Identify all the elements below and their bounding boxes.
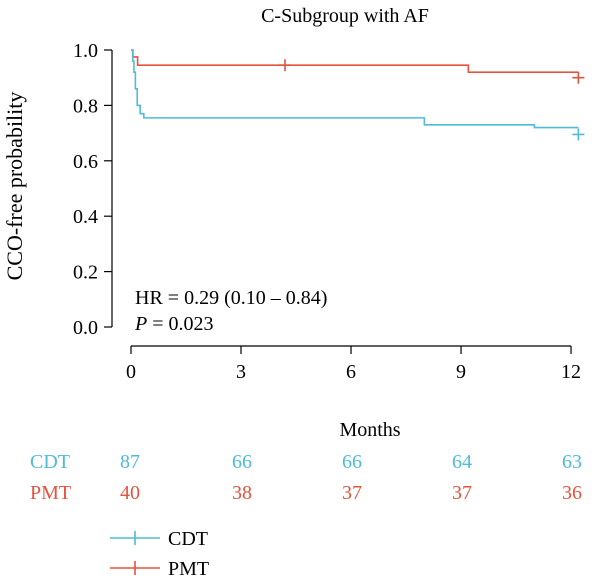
x-tick-label: 0 — [126, 361, 136, 383]
cdt-censor-mark — [572, 128, 585, 141]
cdt-risk-count: 66 — [232, 451, 252, 473]
p-value-annotation: P = 0.023 — [134, 313, 214, 335]
cdt-risk-count: 64 — [452, 451, 472, 473]
chart-title: C-Subgroup with AF — [261, 5, 429, 27]
p-label: P — [134, 313, 147, 335]
x-tick-label: 12 — [561, 361, 581, 383]
pmt-risk-count: 37 — [452, 482, 472, 504]
y-tick-label: 1.0 — [73, 40, 98, 62]
y-axis: 0.0 0.2 0.4 0.6 0.8 1.0 — [73, 40, 113, 339]
x-tick-label: 6 — [346, 361, 356, 383]
cdt-risk-count: 63 — [562, 451, 582, 473]
pmt-censor-mark — [279, 59, 292, 72]
p-value: = 0.023 — [147, 313, 213, 335]
pmt-legend-label: PMT — [168, 558, 209, 580]
x-tick-label: 9 — [456, 361, 466, 383]
risk-table: CDT 87 66 66 64 63 PMT 40 38 37 37 36 — [30, 451, 582, 504]
hazard-ratio-annotation: HR = 0.29 (0.10 – 0.84) — [135, 287, 327, 309]
pmt-risk-count: 36 — [562, 482, 582, 504]
x-axis: 0 3 6 9 12 — [126, 345, 581, 383]
x-tick-label: 3 — [236, 361, 246, 383]
cdt-legend-label: CDT — [168, 528, 208, 550]
survival-curves — [131, 49, 585, 141]
pmt-survival-curve — [131, 49, 579, 73]
pmt-risk-label: PMT — [30, 482, 71, 504]
pmt-risk-count: 37 — [342, 482, 362, 504]
pmt-risk-count: 38 — [232, 482, 252, 504]
cdt-risk-label: CDT — [30, 451, 70, 473]
y-tick-label: 0.8 — [73, 95, 98, 117]
cdt-risk-count: 66 — [342, 451, 362, 473]
y-tick-label: 0.6 — [73, 151, 98, 173]
cdt-risk-count: 87 — [120, 451, 140, 473]
pmt-censor-mark — [572, 71, 585, 84]
y-tick-label: 0.2 — [73, 262, 98, 284]
x-axis-label: Months — [339, 419, 400, 441]
legend: CDT PMT — [110, 528, 209, 580]
pmt-risk-count: 40 — [120, 482, 140, 504]
y-tick-label: 0.4 — [73, 206, 98, 228]
y-axis-label: CCO-free probability — [2, 92, 27, 281]
y-tick-label: 0.0 — [73, 317, 98, 339]
cdt-survival-curve — [131, 49, 579, 129]
